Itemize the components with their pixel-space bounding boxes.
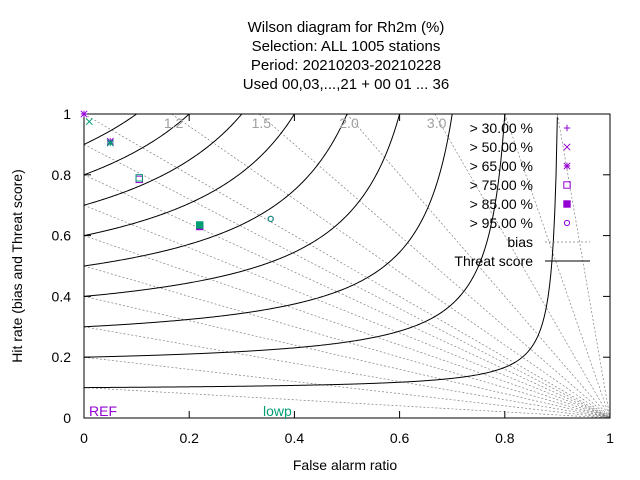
bias-line — [84, 326, 610, 418]
data-point-overlay — [135, 174, 143, 182]
title-line: Used 00,03,...,21 + 00 01 ... 36 — [243, 76, 449, 93]
bias-line — [84, 387, 610, 418]
title-line: Wilson diagram for Rh2m (%) — [248, 19, 445, 36]
data-point-overlay — [106, 139, 114, 147]
corner-label: REF — [89, 403, 117, 419]
data-point-overlay — [196, 221, 204, 229]
legend-marker — [563, 219, 571, 227]
bias-value-label: 3.0 — [427, 115, 447, 131]
data-point — [135, 175, 143, 184]
y-tick-label: 0.6 — [52, 228, 72, 244]
legend-marker — [563, 181, 571, 189]
title-line: Period: 20210203-20210228 — [251, 57, 441, 74]
data-point — [80, 110, 88, 118]
bias-line — [84, 296, 610, 418]
threat-score-curve — [84, 116, 558, 389]
legend-label: bias — [507, 234, 533, 250]
y-axis-label: Hit rate (bias and Threat score) — [9, 169, 25, 363]
x-tick-label: 0.4 — [285, 430, 305, 446]
y-tick-label: 0.4 — [52, 288, 72, 304]
legend-marker — [563, 143, 571, 151]
plot-frame — [83, 113, 611, 419]
x-tick-label: 0.2 — [179, 430, 199, 446]
y-tick-label: 0.8 — [52, 167, 72, 183]
bias-line — [171, 114, 610, 418]
legend-marker — [563, 124, 571, 132]
bias-line — [557, 114, 610, 418]
bias-line — [504, 114, 610, 418]
legend-label: > 50.00 % — [470, 139, 533, 155]
threat-score-curve — [84, 114, 190, 176]
legend-label: > 95.00 % — [470, 215, 533, 231]
bias-value-label: 1.2 — [164, 115, 184, 131]
data-points — [80, 110, 274, 231]
chart-title: Wilson diagram for Rh2m (%) Selection: AL… — [243, 19, 449, 93]
threat-score-curve — [84, 114, 138, 145]
y-tick-label: 1 — [63, 106, 71, 122]
bias-value-labels: 1.2 1.5 2.0 3.0 — [164, 115, 447, 131]
bias-line — [434, 114, 610, 418]
bias-value-label: 2.0 — [339, 115, 359, 131]
x-axis-label: False alarm ratio — [293, 457, 397, 473]
data-point-overlay — [267, 215, 274, 222]
x-tick-label: 0 — [80, 430, 88, 446]
bias-line — [84, 235, 610, 418]
corner-label: lowp — [263, 403, 292, 419]
x-axis-ticks: 0 0.2 0.4 0.6 0.8 1 — [80, 114, 614, 446]
bias-line — [84, 356, 610, 418]
legend: > 30.00 % > 50.00 % > 65.00 % > 75.00 % > 85… — [454, 120, 590, 269]
threat-score-curve — [84, 114, 348, 267]
legend-marker — [563, 200, 571, 208]
bias-line — [84, 114, 610, 418]
threat-score-curve — [84, 114, 295, 237]
threat-score-curves — [84, 114, 558, 389]
y-tick-label: 0.2 — [52, 349, 72, 365]
threat-score-curve — [84, 114, 453, 328]
legend-label: > 65.00 % — [470, 158, 533, 174]
x-tick-label: 0.6 — [390, 430, 410, 446]
data-point-overlay — [85, 118, 93, 126]
x-tick-label: 0.8 — [495, 430, 515, 446]
threat-score-curve — [84, 114, 401, 297]
bias-line — [84, 144, 610, 418]
bias-line — [84, 204, 610, 418]
legend-label: > 30.00 % — [470, 120, 533, 136]
corner-labels: REF lowp — [89, 403, 292, 419]
bias-line — [84, 174, 610, 418]
x-tick-label: 1 — [606, 430, 614, 446]
legend-label: Threat score — [454, 253, 533, 269]
legend-label: > 85.00 % — [470, 196, 533, 212]
bias-value-label: 1.5 — [252, 115, 272, 131]
legend-label: > 75.00 % — [470, 177, 533, 193]
threat-score-curve — [84, 114, 243, 206]
y-axis-ticks: 0 0.2 0.4 0.6 0.8 1 — [52, 106, 610, 426]
legend-marker — [563, 162, 571, 170]
threat-score-curve — [84, 114, 506, 358]
y-tick-label: 0 — [63, 410, 71, 426]
title-line: Selection: ALL 1005 stations — [252, 38, 441, 55]
